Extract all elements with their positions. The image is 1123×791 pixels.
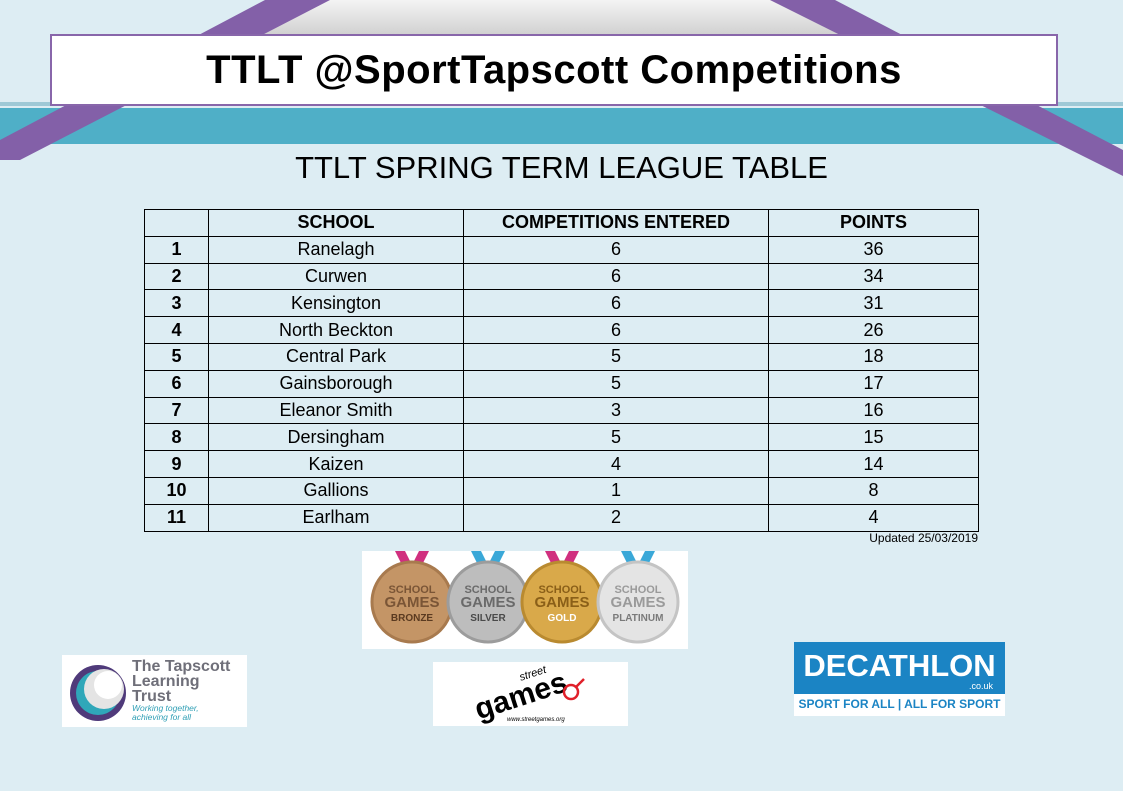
table-row: 6 Gainsborough 5 17	[144, 369, 979, 398]
trust-name-line: The Tapscott	[132, 658, 231, 675]
points-cell: 4	[768, 503, 979, 532]
entered-cell: 5	[463, 369, 769, 398]
entered-cell: 2	[463, 503, 769, 532]
points-cell: 17	[768, 369, 979, 398]
table-row: 3 Kensington 6 31	[144, 289, 979, 318]
points-cell: 36	[768, 235, 979, 264]
decathlon-wordmark: DECATHLON	[803, 648, 996, 683]
table-row: 8 Dersingham 5 15	[144, 423, 979, 452]
decathlon-domain: .co.uk	[968, 681, 993, 691]
school-games-medals-image: SCHOOL GAMES BRONZE SCHOOL GAMES SILVER …	[362, 551, 688, 649]
position-cell: 7	[144, 396, 209, 425]
streetgames-mark-icon: street games www.streetgames.org	[471, 664, 585, 726]
svg-text:GAMES: GAMES	[384, 594, 439, 611]
column-header-competitions: COMPETITIONS ENTERED	[463, 209, 769, 237]
school-cell: Eleanor Smith	[208, 396, 464, 425]
svg-text:GAMES: GAMES	[460, 594, 515, 611]
silver-medal-icon: SCHOOL GAMES SILVER	[446, 551, 530, 644]
league-table: SCHOOL COMPETITIONS ENTERED POINTS 1 Rane…	[144, 209, 979, 532]
entered-cell: 3	[463, 396, 769, 425]
streetgames-logo: street games www.streetgames.org	[433, 662, 628, 726]
points-cell: 26	[768, 316, 979, 344]
school-cell: North Beckton	[208, 316, 464, 344]
position-cell: 2	[144, 262, 209, 291]
svg-text:SCHOOL: SCHOOL	[388, 584, 435, 596]
school-cell: Kaizen	[208, 450, 464, 478]
trust-emblem-icon	[70, 665, 126, 721]
svg-text:SILVER: SILVER	[470, 613, 506, 624]
position-cell: 9	[144, 450, 209, 478]
trust-tagline: achieving for all	[132, 712, 192, 722]
position-cell: 11	[144, 503, 209, 532]
entered-cell: 4	[463, 450, 769, 478]
trust-tagline: Working together,	[132, 703, 199, 713]
svg-text:GAMES: GAMES	[534, 594, 589, 611]
school-cell: Kensington	[208, 289, 464, 318]
school-cell: Earlham	[208, 503, 464, 532]
table-row: 1 Ranelagh 6 36	[144, 235, 979, 264]
school-cell: Central Park	[208, 342, 464, 371]
title-banner: TTLT @SportTapscott Competitions	[50, 34, 1058, 106]
position-cell: 10	[144, 476, 209, 505]
column-header-position	[144, 209, 209, 237]
svg-text:GOLD: GOLD	[548, 613, 577, 624]
position-cell: 3	[144, 289, 209, 318]
points-cell: 16	[768, 396, 979, 425]
position-cell: 8	[144, 423, 209, 452]
points-cell: 34	[768, 262, 979, 291]
column-header-school: SCHOOL	[208, 209, 464, 237]
entered-cell: 6	[463, 262, 769, 291]
entered-cell: 5	[463, 423, 769, 452]
svg-text:GAMES: GAMES	[610, 594, 665, 611]
svg-text:BRONZE: BRONZE	[391, 613, 434, 624]
bronze-medal-icon: SCHOOL GAMES BRONZE	[370, 551, 454, 644]
svg-text:www.streetgames.org: www.streetgames.org	[507, 717, 565, 723]
svg-text:SCHOOL: SCHOOL	[464, 584, 511, 596]
decathlon-logo: DECATHLON .co.uk SPORT FOR ALL | ALL FOR…	[794, 642, 1005, 716]
school-cell: Curwen	[208, 262, 464, 291]
updated-date: Updated 25/03/2019	[869, 531, 978, 545]
trust-name-line: Trust	[132, 688, 172, 705]
column-header-points: POINTS	[768, 209, 979, 237]
entered-cell: 6	[463, 316, 769, 344]
entered-cell: 1	[463, 476, 769, 505]
table-row: 9 Kaizen 4 14	[144, 450, 979, 478]
school-cell: Gainsborough	[208, 369, 464, 398]
gold-medal-icon: SCHOOL GAMES GOLD	[520, 551, 604, 644]
position-cell: 4	[144, 316, 209, 344]
position-cell: 5	[144, 342, 209, 371]
points-cell: 8	[768, 476, 979, 505]
entered-cell: 5	[463, 342, 769, 371]
platinum-medal-icon: SCHOOL GAMES PLATINUM	[596, 551, 680, 644]
school-cell: Gallions	[208, 476, 464, 505]
table-row: 10 Gallions 1 8	[144, 476, 979, 505]
school-cell: Ranelagh	[208, 235, 464, 264]
table-row: 5 Central Park 5 18	[144, 342, 979, 371]
points-cell: 15	[768, 423, 979, 452]
table-row: 4 North Beckton 6 26	[144, 316, 979, 344]
table-row: 2 Curwen 6 34	[144, 262, 979, 291]
league-table-title: TTLT SPRING TERM LEAGUE TABLE	[295, 150, 828, 185]
page-title: TTLT @SportTapscott Competitions	[206, 47, 902, 92]
points-cell: 31	[768, 289, 979, 318]
points-cell: 14	[768, 450, 979, 478]
position-cell: 1	[144, 235, 209, 264]
svg-text:SCHOOL: SCHOOL	[538, 584, 585, 596]
table-header-row: SCHOOL COMPETITIONS ENTERED POINTS	[144, 209, 979, 237]
decathlon-slogan: SPORT FOR ALL | ALL FOR SPORT	[798, 697, 1001, 711]
entered-cell: 6	[463, 235, 769, 264]
school-cell: Dersingham	[208, 423, 464, 452]
table-row: 7 Eleanor Smith 3 16	[144, 396, 979, 425]
table-row: 11 Earlham 2 4	[144, 503, 979, 532]
tapscott-learning-trust-logo: The Tapscott Learning Trust Working toge…	[62, 655, 247, 727]
trust-name-line: Learning	[132, 673, 200, 690]
entered-cell: 6	[463, 289, 769, 318]
svg-text:SCHOOL: SCHOOL	[614, 584, 661, 596]
points-cell: 18	[768, 342, 979, 371]
svg-text:PLATINUM: PLATINUM	[613, 613, 664, 624]
position-cell: 6	[144, 369, 209, 398]
